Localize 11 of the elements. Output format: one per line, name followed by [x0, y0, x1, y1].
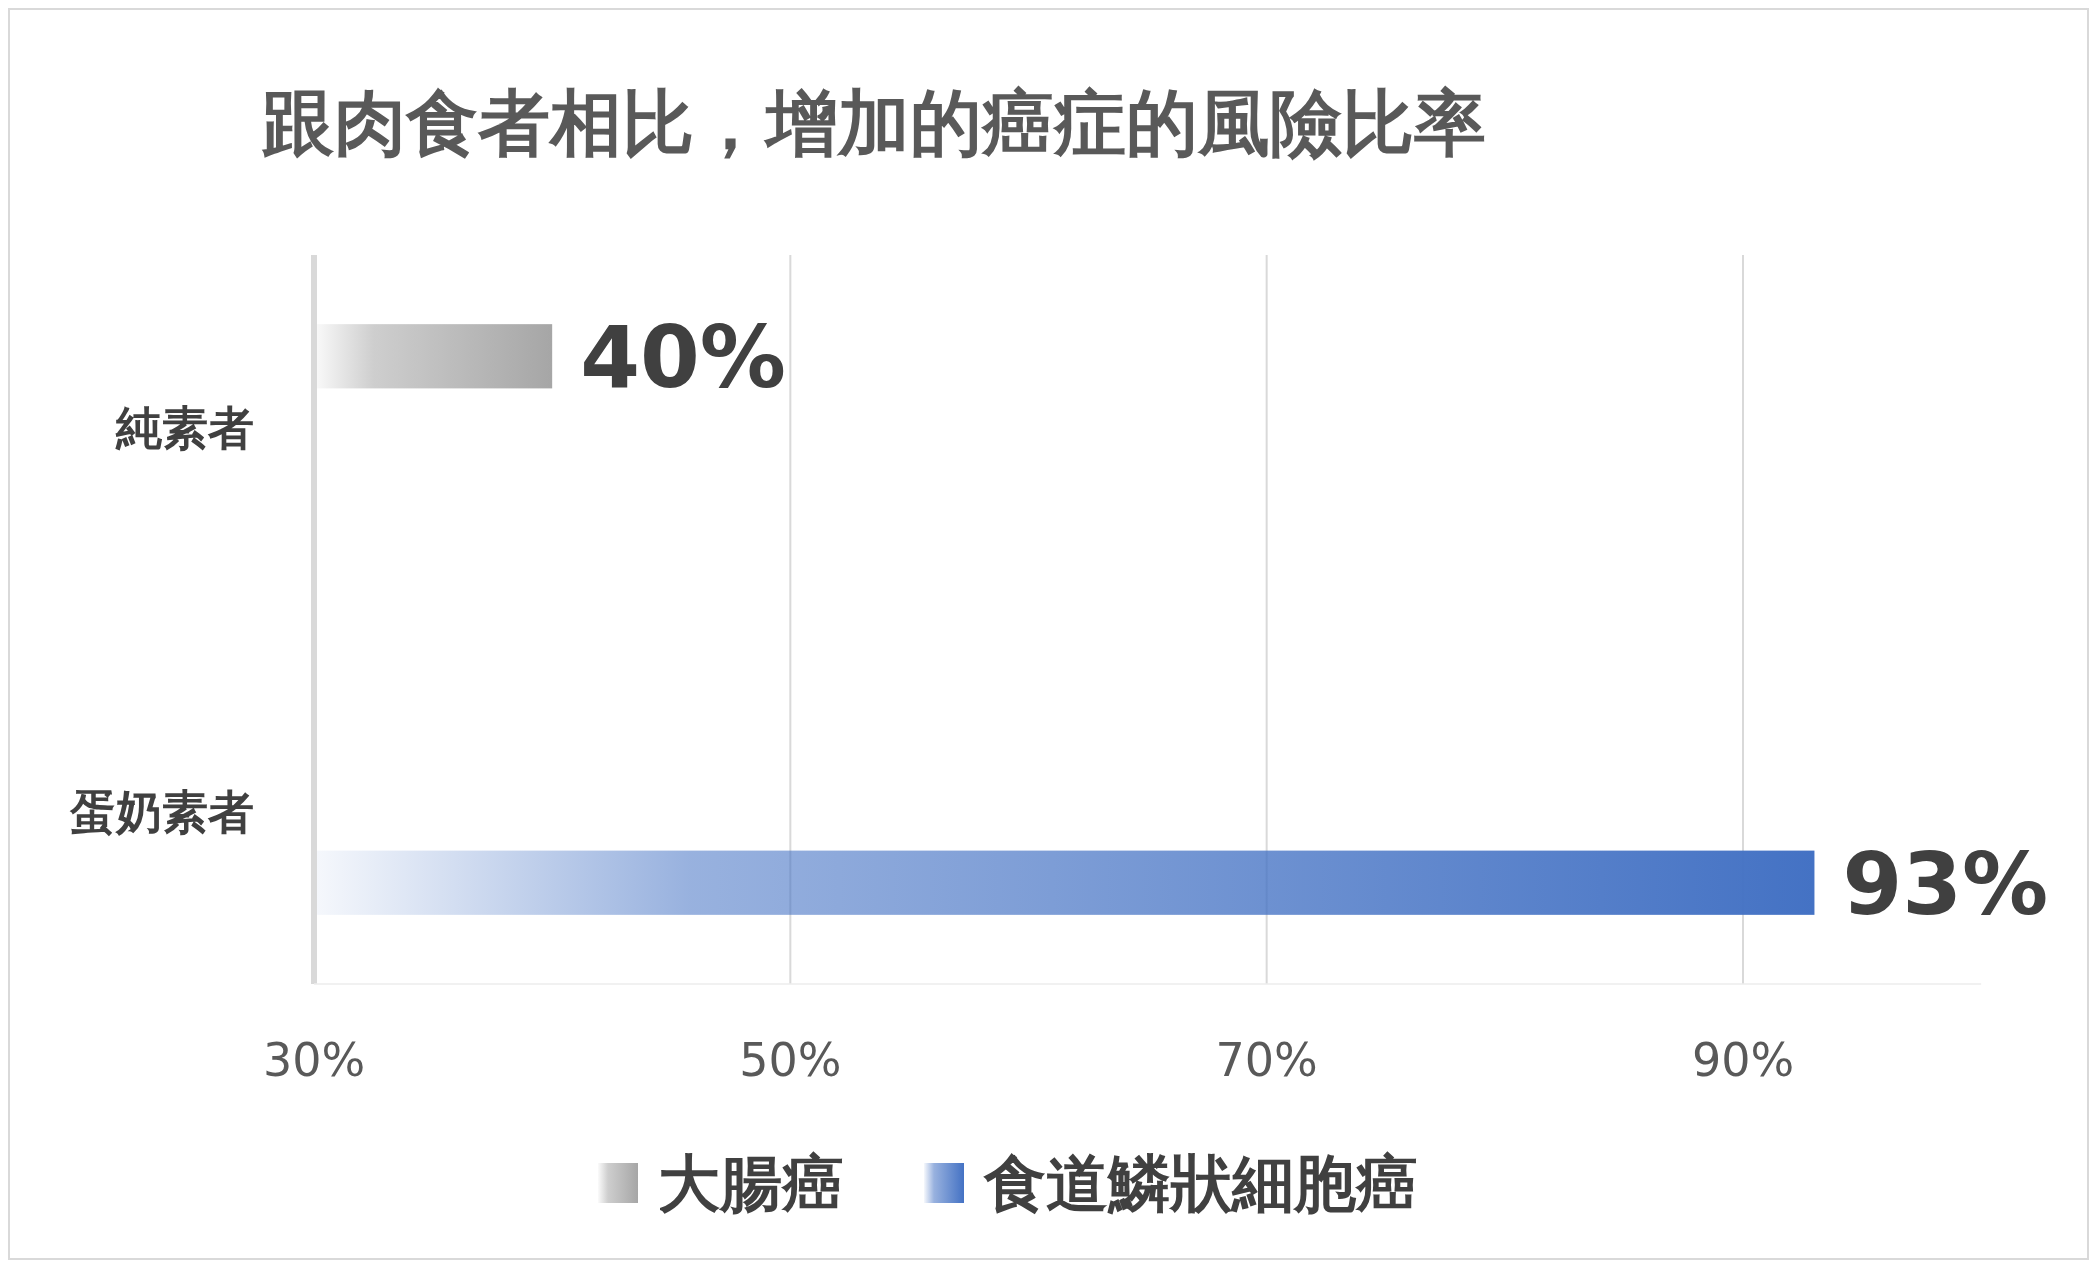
y-tick-label: 純素者: [115, 401, 254, 456]
chart-title: 跟肉食者相比，增加的癌症的風險比率: [261, 81, 1486, 165]
text: 40%: [580, 307, 787, 408]
legend-label: 食道鱗狀細胞癌: [983, 1147, 1418, 1221]
x-tick-label: 30%: [262, 1033, 366, 1087]
x-tick-label: 70%: [1215, 1033, 1318, 1087]
y-tick-label: 蛋奶素者: [69, 784, 254, 839]
text: 93%: [1842, 833, 2049, 934]
x-tick-label: 90%: [1691, 1033, 1795, 1087]
legend-label: 大腸癌: [658, 1147, 844, 1221]
x-tick-label: 50%: [739, 1033, 842, 1087]
